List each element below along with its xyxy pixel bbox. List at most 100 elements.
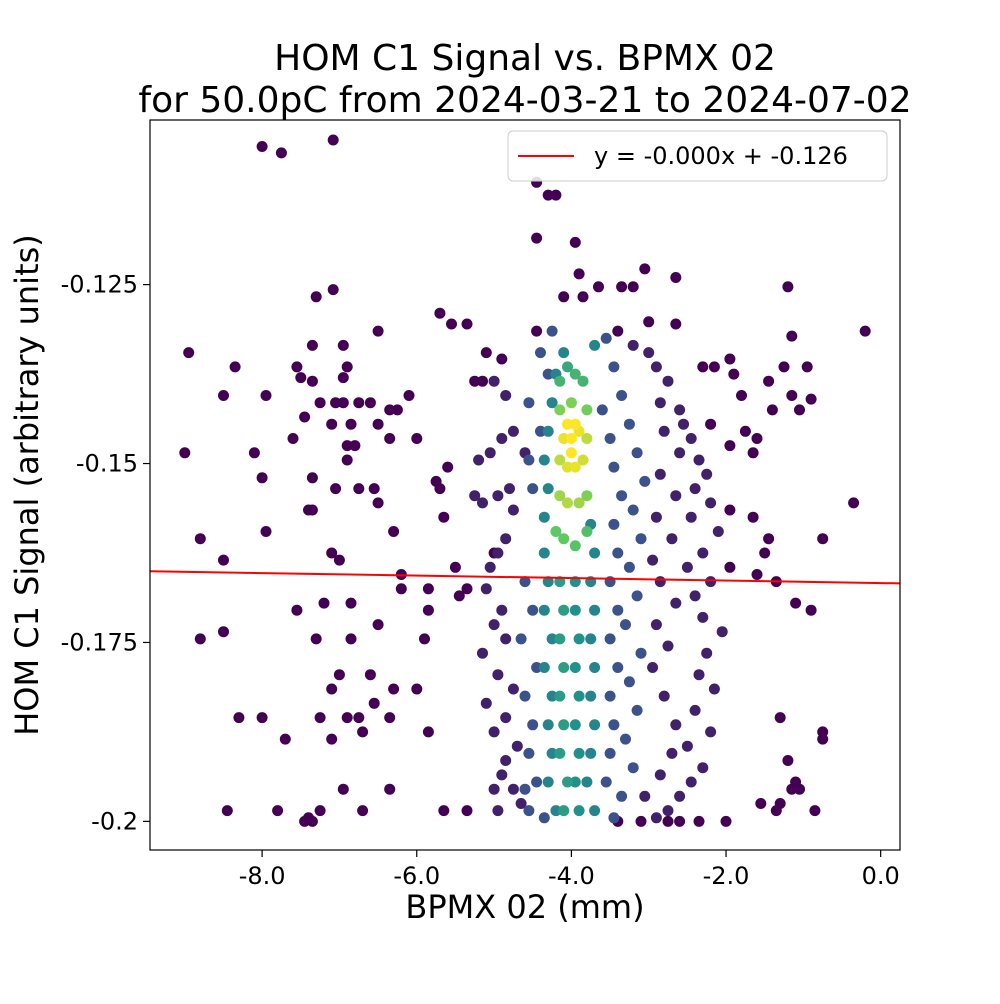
scatter-point <box>697 611 709 623</box>
scatter-point <box>326 683 338 695</box>
scatter-point <box>326 547 338 559</box>
scatter-point <box>337 372 349 384</box>
scatter-point <box>299 411 311 423</box>
scatter-point <box>670 719 682 731</box>
scatter-point <box>403 390 415 401</box>
scatter-point <box>635 647 647 659</box>
scatter-point <box>635 815 647 827</box>
scatter-point <box>573 633 585 645</box>
scatter-point <box>751 569 763 580</box>
scatter-point <box>337 339 349 351</box>
scatter-point <box>585 633 597 645</box>
scatter-point <box>662 640 674 652</box>
scatter-point <box>550 189 562 201</box>
scatter-point <box>604 433 616 444</box>
scatter-point <box>616 390 628 401</box>
scatter-point <box>708 683 720 695</box>
scatter-point <box>523 454 535 466</box>
scatter-point <box>507 783 519 795</box>
scatter-point <box>496 433 508 444</box>
scatter-point <box>194 533 206 545</box>
scatter-point <box>627 762 639 774</box>
scatter-point <box>306 815 318 827</box>
scatter-point <box>492 669 504 681</box>
scatter-point <box>341 440 353 452</box>
scatter-point <box>650 812 662 824</box>
scatter-point <box>256 141 268 152</box>
scatter-point <box>306 472 318 484</box>
scatter-point <box>519 576 531 588</box>
scatter-point <box>368 697 380 709</box>
scatter-point <box>256 472 268 484</box>
scatter-point <box>337 783 349 795</box>
scatter-point <box>229 361 241 373</box>
scatter-point <box>569 776 581 788</box>
scatter-point <box>612 547 624 559</box>
scatter-point <box>477 375 488 387</box>
scatter-point <box>581 404 593 416</box>
scatter-point <box>438 511 450 523</box>
scatter-point <box>384 433 396 444</box>
scatter-point <box>488 619 500 631</box>
scatter-point <box>774 712 786 724</box>
scatter-point <box>480 697 492 709</box>
scatter-point <box>581 526 593 537</box>
x-axis-ticks: -8.0 -6.0 -4.0 -2.0 0.0 <box>239 850 900 890</box>
scatter-point <box>419 633 430 645</box>
scatter-point <box>658 425 670 437</box>
y-axis-label: HOM C1 Signal (arbitrary units) <box>8 234 46 736</box>
scatter-point <box>341 361 353 373</box>
scatter-point <box>612 325 624 337</box>
scatter-point <box>314 805 326 817</box>
scatter-point <box>519 783 531 795</box>
scatter-point <box>500 533 512 545</box>
scatter-point <box>608 461 620 473</box>
scatter-point <box>218 626 229 638</box>
scatter-point <box>790 597 802 609</box>
scatter-point <box>778 361 790 373</box>
scatter-point <box>608 361 620 373</box>
scatter-point <box>233 712 245 724</box>
scatter-point <box>794 783 805 795</box>
scatter-point <box>859 325 871 337</box>
scatter-point <box>569 236 581 248</box>
scatter-point <box>473 454 485 466</box>
scatter-point <box>608 812 620 824</box>
scatter-point <box>531 662 543 673</box>
scatter-point <box>569 662 581 673</box>
scatter-point <box>751 433 763 444</box>
scatter-point <box>801 361 813 373</box>
scatter-point <box>535 347 546 359</box>
scatter-point <box>500 633 512 645</box>
scatter-point <box>577 454 589 466</box>
scatter-point <box>422 604 434 616</box>
scatter-point <box>569 604 581 616</box>
scatter-point <box>666 747 678 759</box>
scatter-point <box>620 733 631 745</box>
scatter-point <box>674 815 686 827</box>
scatter-point <box>631 704 643 716</box>
scatter-point <box>565 397 577 409</box>
scatter-point <box>515 798 527 809</box>
scatter-point <box>291 604 303 616</box>
scatter-point <box>411 683 423 695</box>
scatter-point <box>569 418 581 430</box>
scatter-point <box>685 776 697 788</box>
scatter-point <box>623 676 635 688</box>
x-tick-label: 0.0 <box>862 862 900 890</box>
scatter-point <box>577 291 589 303</box>
scatter-point <box>461 805 473 817</box>
scatter-point <box>589 339 601 351</box>
scatter-point <box>650 361 662 373</box>
scatter-point <box>492 490 504 502</box>
chart-title-line-2: for 50.0pC from 2024-03-21 to 2024-07-02 <box>138 80 911 121</box>
scatter-point <box>558 533 570 545</box>
scatter-point <box>604 690 616 702</box>
scatter-point <box>639 263 651 275</box>
scatter-point <box>573 268 585 280</box>
scatter-point <box>662 375 674 387</box>
scatter-point <box>368 483 380 495</box>
scatter-point <box>364 669 376 681</box>
scatter-point <box>364 397 376 409</box>
scatter-point <box>747 447 759 459</box>
